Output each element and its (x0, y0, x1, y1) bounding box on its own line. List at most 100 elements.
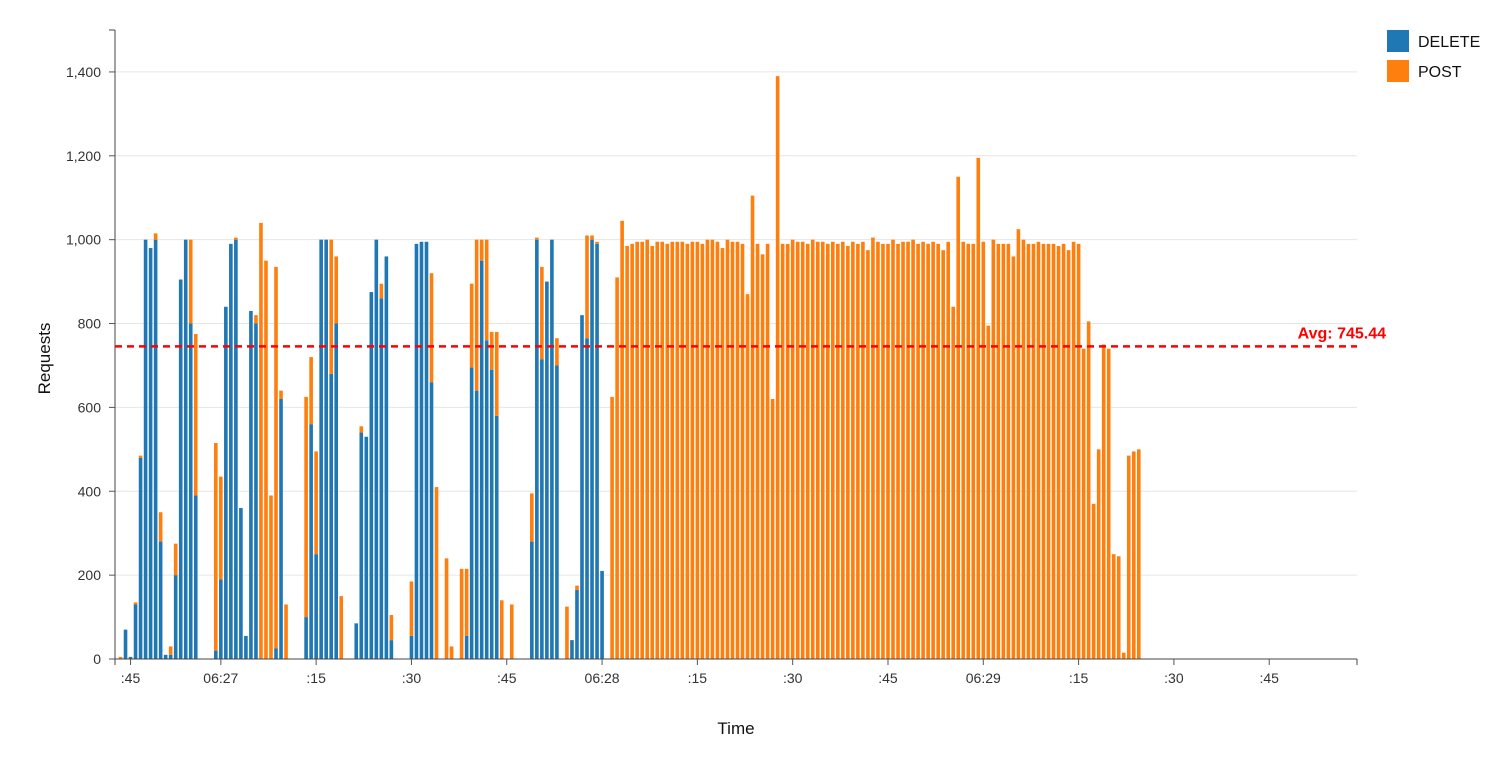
bar-delete[interactable] (595, 243, 599, 660)
bar-post[interactable] (871, 237, 875, 659)
bar-delete[interactable] (153, 239, 158, 659)
bar-delete[interactable] (314, 554, 318, 659)
bar-post[interactable] (986, 325, 991, 659)
bar-post[interactable] (540, 266, 544, 360)
bar-post[interactable] (264, 260, 268, 659)
bar-delete[interactable] (379, 298, 384, 659)
bar-post[interactable] (856, 243, 860, 660)
bar-post[interactable] (118, 656, 123, 659)
bar-post[interactable] (825, 243, 830, 660)
bar-post[interactable] (610, 396, 614, 659)
bar-post[interactable] (269, 495, 273, 659)
bar-post[interactable] (1086, 321, 1091, 659)
bar-delete[interactable] (173, 575, 178, 659)
bar-delete[interactable] (585, 338, 589, 659)
bar-post[interactable] (188, 239, 193, 324)
bar-post[interactable] (715, 241, 720, 659)
bar-post[interactable] (590, 235, 594, 240)
bar-delete[interactable] (133, 604, 138, 659)
bar-post[interactable] (886, 243, 890, 660)
bar-post[interactable] (555, 338, 559, 366)
bar-post[interactable] (921, 241, 925, 659)
bar-delete[interactable] (384, 256, 389, 659)
bar-delete[interactable] (575, 589, 579, 659)
bar-post[interactable] (254, 315, 258, 324)
bar-post[interactable] (790, 239, 795, 659)
bar-delete[interactable] (274, 648, 278, 659)
bar-post[interactable] (640, 241, 644, 659)
legend-item-delete[interactable]: DELETE (1387, 30, 1480, 52)
bar-post[interactable] (595, 241, 599, 244)
bar-post[interactable] (866, 250, 870, 659)
bar-delete[interactable] (600, 570, 604, 659)
bar-post[interactable] (620, 220, 624, 659)
bar-post[interactable] (635, 241, 639, 659)
bar-post[interactable] (1081, 348, 1086, 659)
bar-post[interactable] (379, 283, 384, 299)
bar-post[interactable] (1061, 243, 1066, 660)
bar-post[interactable] (861, 241, 865, 659)
bar-post[interactable] (956, 176, 961, 659)
bar-post[interactable] (389, 614, 394, 641)
bar-post[interactable] (530, 493, 534, 542)
bar-delete[interactable] (254, 323, 258, 659)
bar-post[interactable] (931, 241, 935, 659)
bar-post[interactable] (464, 568, 469, 636)
bar-post[interactable] (1041, 243, 1046, 660)
bar-delete[interactable] (469, 367, 474, 659)
bar-delete[interactable] (570, 640, 574, 659)
bar-post[interactable] (966, 243, 971, 660)
bar-delete[interactable] (334, 323, 339, 659)
bar-delete[interactable] (319, 239, 323, 659)
bar-delete[interactable] (419, 241, 424, 659)
bar-post[interactable] (800, 241, 805, 659)
bar-delete[interactable] (249, 310, 253, 659)
bar-post[interactable] (670, 241, 675, 659)
bar-post[interactable] (193, 334, 198, 496)
bar-delete[interactable] (530, 541, 534, 659)
bar-post[interactable] (775, 76, 780, 660)
bar-delete[interactable] (389, 640, 394, 659)
bar-post[interactable] (494, 331, 499, 416)
bar-post[interactable] (680, 241, 685, 659)
bar-post[interactable] (700, 243, 705, 660)
bar-post[interactable] (1066, 250, 1071, 659)
bar-post[interactable] (1131, 451, 1136, 659)
bar-delete[interactable] (474, 390, 479, 659)
bar-post[interactable] (760, 254, 765, 660)
bar-post[interactable] (765, 243, 770, 660)
bar-delete[interactable] (484, 340, 489, 659)
bar-post[interactable] (1126, 455, 1131, 659)
bar-post[interactable] (334, 256, 339, 324)
bar-post[interactable] (484, 239, 489, 341)
bar-post[interactable] (1046, 243, 1051, 660)
bar-post[interactable] (780, 243, 785, 660)
bar-delete[interactable] (158, 541, 163, 659)
bar-post[interactable] (720, 248, 725, 659)
bar-post[interactable] (214, 443, 218, 651)
bar-delete[interactable] (324, 239, 328, 659)
bar-post[interactable] (675, 241, 680, 659)
bar-post[interactable] (575, 585, 579, 590)
bar-post[interactable] (951, 306, 956, 659)
bar-post[interactable] (650, 245, 655, 659)
bar-post[interactable] (911, 239, 915, 659)
bar-post[interactable] (655, 241, 660, 659)
bar-post[interactable] (409, 581, 414, 636)
bar-post[interactable] (219, 476, 223, 580)
bar-post[interactable] (314, 451, 318, 555)
bar-post[interactable] (976, 157, 981, 659)
bar-post[interactable] (1021, 239, 1026, 659)
bar-post[interactable] (926, 243, 930, 660)
bar-post[interactable] (770, 399, 775, 659)
bar-delete[interactable] (123, 629, 128, 659)
bar-delete[interactable] (369, 292, 374, 659)
bar-post[interactable] (284, 604, 288, 659)
bar-delete[interactable] (138, 457, 143, 659)
bar-delete[interactable] (234, 239, 238, 659)
bar-delete[interactable] (374, 239, 379, 659)
bar-post[interactable] (785, 243, 790, 660)
bar-post[interactable] (991, 239, 996, 659)
bar-delete[interactable] (535, 239, 539, 659)
bar-delete[interactable] (188, 323, 193, 659)
